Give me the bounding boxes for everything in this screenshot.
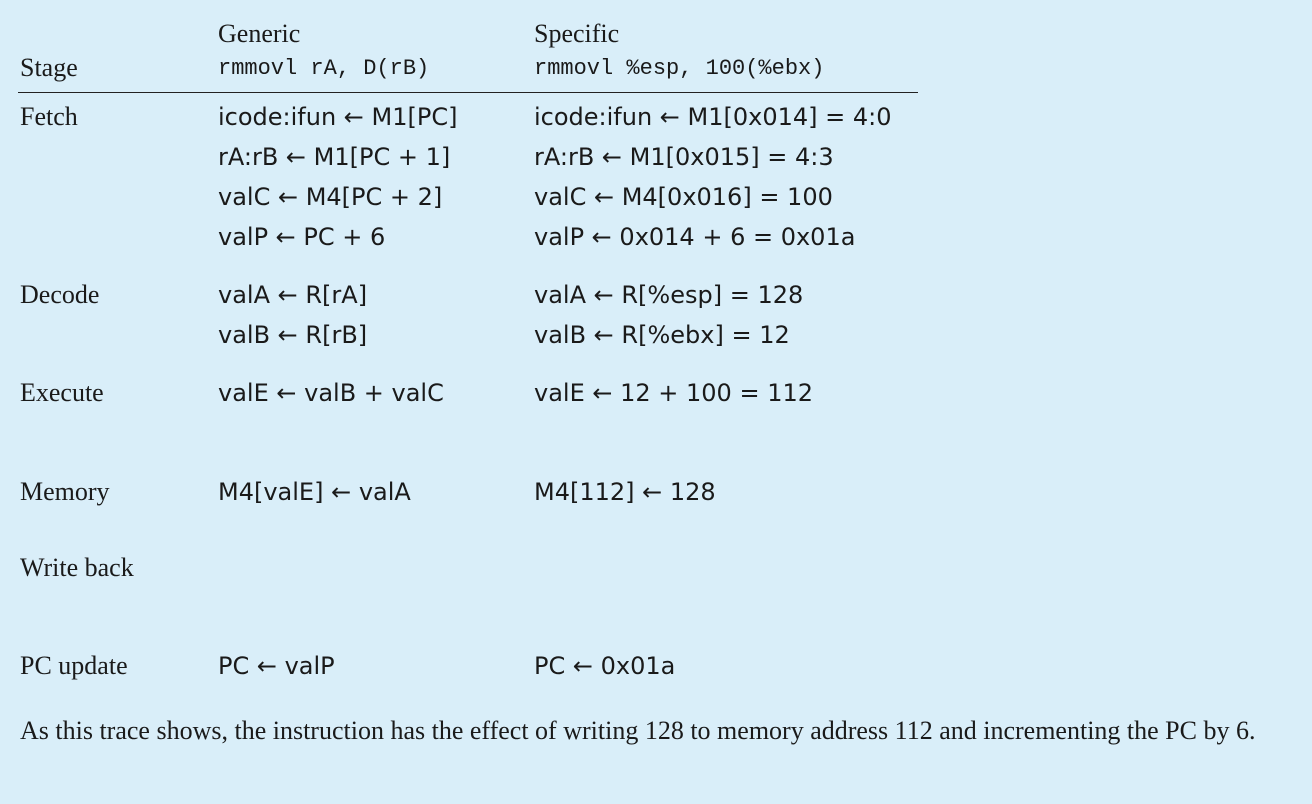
header-specific-label: Specific <box>534 19 620 48</box>
memory-generic-1: M4[valE] ← valA <box>218 478 411 506</box>
header-generic-instruction: rmmovl rA, D(rB) <box>218 56 430 81</box>
decode-specific-1: valA ← R[%esp] = 128 <box>534 281 804 309</box>
stage-write-back: Write back <box>20 553 134 582</box>
memory-specific-1: M4[112] ← 128 <box>534 478 716 506</box>
stage-pc-update: PC update <box>20 651 128 680</box>
stage-memory: Memory <box>20 477 110 506</box>
header-stage: Stage <box>20 53 78 82</box>
header-rule <box>18 92 918 93</box>
fetch-specific-3: valC ← M4[0x016] = 100 <box>534 183 833 211</box>
stage-decode: Decode <box>20 280 100 309</box>
fetch-generic-4: valP ← PC + 6 <box>218 223 386 251</box>
fetch-generic-1: icode:ifun ← M1[PC] <box>218 103 458 131</box>
fetch-generic-3: valC ← M4[PC + 2] <box>218 183 443 211</box>
pc-update-specific-1: PC ← 0x01a <box>534 652 676 680</box>
stage-execute: Execute <box>20 378 104 407</box>
explanatory-note: As this trace shows, the instruction has… <box>20 716 1256 745</box>
header-specific-instruction: rmmovl %esp, 100(%ebx) <box>534 56 825 81</box>
decode-specific-2: valB ← R[%ebx] = 12 <box>534 321 790 349</box>
fetch-generic-2: rA:rB ← M1[PC + 1] <box>218 143 451 171</box>
execute-specific-1: valE ← 12 + 100 = 112 <box>534 379 813 407</box>
fetch-specific-2: rA:rB ← M1[0x015] = 4:3 <box>534 143 834 171</box>
header-generic-label: Generic <box>218 19 301 48</box>
decode-generic-2: valB ← R[rB] <box>218 321 368 349</box>
fetch-specific-4: valP ← 0x014 + 6 = 0x01a <box>534 223 856 251</box>
execute-generic-1: valE ← valB + valC <box>218 379 444 407</box>
fetch-specific-1: icode:ifun ← M1[0x014] = 4:0 <box>534 103 892 131</box>
decode-generic-1: valA ← R[rA] <box>218 281 368 309</box>
stage-fetch: Fetch <box>20 102 78 131</box>
pc-update-generic-1: PC ← valP <box>218 652 335 680</box>
